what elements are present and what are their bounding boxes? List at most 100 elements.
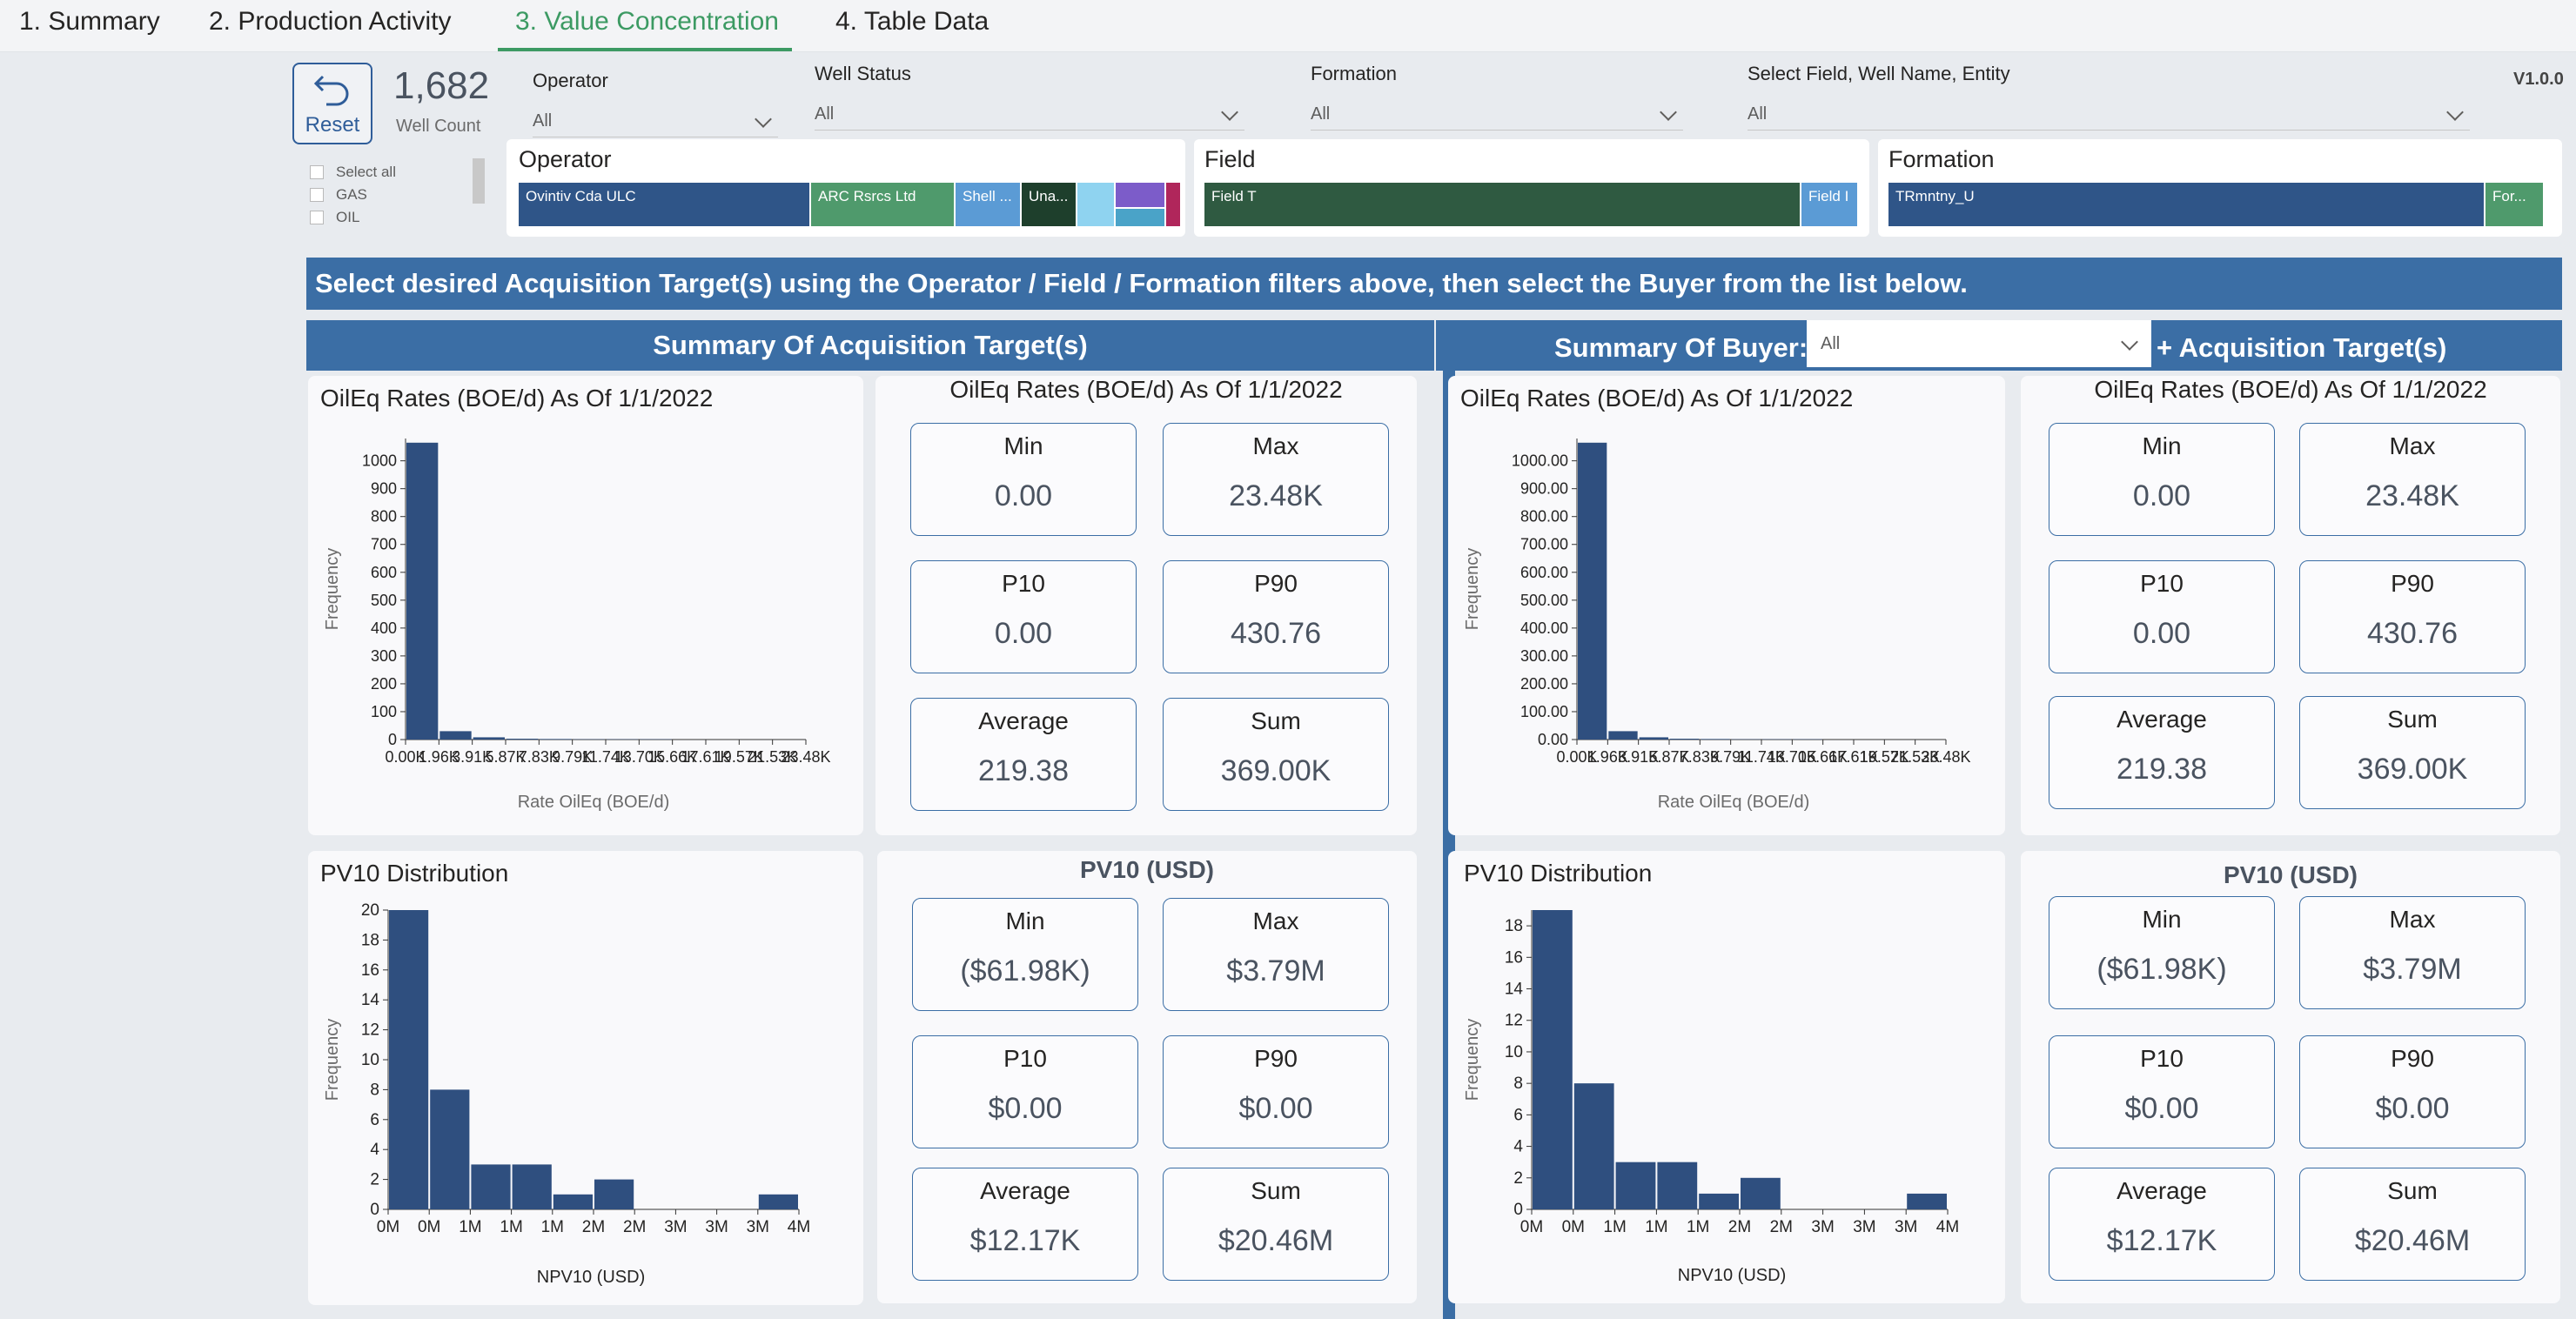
treemap-segment-other-2[interactable]	[1116, 183, 1164, 207]
y-tick-label: 2	[1513, 1169, 1523, 1188]
treemap-segment-field-t[interactable]: Field T	[1204, 183, 1800, 226]
buyer-header-suffix: + Acquisition Target(s)	[2157, 332, 2447, 363]
treemap-segment-field-i[interactable]: Field I	[1801, 183, 1857, 226]
stat-label: Max	[2389, 906, 2436, 933]
y-tick-label: 0	[388, 731, 397, 748]
checkbox-oil[interactable]: OIL	[310, 209, 359, 226]
histogram-bar	[553, 1194, 593, 1209]
stat-value: 430.76	[1231, 617, 1321, 650]
stat-label: Average	[978, 707, 1069, 734]
stat-label: Min	[2142, 432, 2182, 459]
stat-label: Max	[2389, 432, 2436, 459]
right-pv10-chart-card: PV10 Distribution 0 2 4 6 8 10 12 14 16 18 0M 0M 1M 1…	[1448, 851, 2005, 1303]
tab-value-concentration[interactable]: 3. Value Concentration	[515, 7, 779, 36]
stat-label: P90	[1254, 1045, 1298, 1072]
x-tick-label: 17.61K	[1828, 748, 1878, 766]
stat-label: P10	[1002, 570, 1045, 597]
checkbox-icon	[310, 165, 324, 179]
stat-sum: Sum 369.00K	[2299, 696, 2526, 809]
stat-label: Min	[1005, 907, 1045, 934]
treemap-segment-shell[interactable]: Shell ...	[956, 183, 1020, 226]
selected-value: All	[533, 111, 553, 131]
well-status-filter-label: Well Status	[815, 63, 911, 84]
x-tick-label: 1M	[1687, 1218, 1709, 1236]
stat-value: $3.79M	[1226, 954, 1325, 988]
histogram-bar	[1615, 1162, 1656, 1209]
histogram-bar	[1670, 739, 1700, 740]
list-scrollbar[interactable]	[473, 158, 485, 204]
x-tick-label: 2M	[1770, 1218, 1793, 1236]
treemap-segment-ovintiv[interactable]: Ovintiv Cda ULC	[519, 183, 809, 226]
operator-filter-select[interactable]: All	[533, 106, 778, 137]
y-tick-label: 900.00	[1520, 480, 1568, 498]
stat-min: Min 0.00	[2049, 423, 2275, 536]
stat-sum: Sum $20.46M	[2299, 1168, 2526, 1281]
stat-value: $3.79M	[2363, 953, 2462, 986]
right-oileq-chart-card: OilEq Rates (BOE/d) As Of 1/1/2022 0.00 1…	[1448, 376, 2005, 835]
x-tick-label: 1M	[541, 1218, 564, 1236]
x-axis-label: Rate OilEq (BOE/d)	[1658, 793, 1810, 812]
checkbox-gas[interactable]: GAS	[310, 186, 367, 204]
x-tick-label: 3M	[705, 1218, 728, 1236]
histogram-bar	[1573, 1083, 1614, 1209]
x-tick-label: 21.53K	[748, 748, 797, 766]
reset-button[interactable]: Reset	[292, 63, 372, 144]
pv10-histogram: 0 2 4 6 8 10 12 14 16 18 0M 0M 1M 1M 1M 2M 2M 3M 3M 3M 4M NPV…	[1463, 910, 1959, 1285]
stat-label: P90	[1254, 570, 1298, 597]
pv10-histogram: 0 2 4 6 8 10 12 14 16 18 20 0M 0M 1M 1M 1M 2M 2M 3M 3M 3M 4M N…	[323, 901, 810, 1287]
x-tick-label: 23.48K	[1921, 748, 1970, 766]
x-tick-label: 5.87K	[1648, 748, 1689, 766]
treemap-segment-trmntny[interactable]: TRmntny_U	[1888, 183, 2484, 226]
x-tick-label: 11.74K	[581, 748, 630, 766]
y-axis-label: Frequency	[1463, 1019, 1482, 1101]
chevron-down-icon	[2446, 104, 2464, 121]
x-tick-label: 15.66K	[1798, 748, 1848, 766]
buyer-select[interactable]: All	[1807, 320, 2151, 367]
field-select-dropdown[interactable]: All	[1748, 99, 2470, 131]
segment-label: TRmntny_U	[1895, 188, 1975, 204]
treemap-segment-other-1[interactable]	[1077, 183, 1114, 226]
treemap-segment-una[interactable]: Una...	[1022, 183, 1076, 226]
stat-max: Max 23.48K	[2299, 423, 2526, 536]
well-status-filter-select[interactable]: All	[815, 99, 1244, 131]
tab-summary[interactable]: 1. Summary	[19, 7, 160, 36]
checkbox-select-all[interactable]: Select all	[310, 164, 396, 181]
x-tick-label: 0M	[418, 1218, 440, 1236]
x-tick-label: 9.79K	[552, 748, 593, 766]
stat-p90: P90 430.76	[1163, 560, 1389, 673]
segment-label: For...	[2492, 188, 2526, 204]
treemap-segment-other-4[interactable]	[1166, 183, 1180, 226]
tab-table-data[interactable]: 4. Table Data	[835, 7, 989, 36]
y-tick-label: 200.00	[1520, 675, 1568, 693]
right-pv10-stats-card: PV10 (USD) Min ($61.98K) Max $3.79M P10 $0.…	[2021, 851, 2560, 1303]
field-treemap-title: Field	[1204, 146, 1256, 172]
y-tick-label: 16	[361, 961, 379, 980]
stat-value: 0.00	[994, 479, 1053, 512]
chart-title: OilEq Rates (BOE/d) As Of 1/1/2022	[1460, 385, 1854, 412]
chevron-down-icon	[2121, 333, 2138, 351]
tab-production-activity[interactable]: 2. Production Activity	[209, 7, 452, 36]
treemap-segment-arc[interactable]: ARC Rsrcs Ltd	[811, 183, 954, 226]
y-tick-label: 300.00	[1520, 647, 1568, 665]
x-tick-label: 7.83K	[519, 748, 560, 766]
histogram-bar	[506, 739, 539, 740]
y-tick-label: 2	[370, 1171, 379, 1189]
x-tick-label: 3M	[1811, 1218, 1834, 1236]
segment-label: Ovintiv Cda ULC	[526, 188, 636, 204]
stat-label: Sum	[2387, 1177, 2438, 1204]
stat-label: P10	[2140, 1045, 2184, 1072]
x-tick-label: 13.70K	[1768, 748, 1817, 766]
stat-p90: P90 $0.00	[2299, 1035, 2526, 1148]
histogram-bar	[473, 737, 505, 740]
instruction-banner: Select desired Acquisition Target(s) usi…	[306, 258, 2562, 310]
histogram-bar	[1578, 442, 1607, 740]
segment-label: Field T	[1211, 188, 1257, 204]
treemap-segment-other-3[interactable]	[1116, 209, 1164, 226]
y-axis-label: Frequency	[323, 1019, 342, 1101]
left-summary-header: Summary Of Acquisition Target(s)	[306, 320, 1434, 371]
y-tick-label: 6	[370, 1111, 379, 1129]
formation-filter-select[interactable]: All	[1311, 99, 1683, 131]
treemap-segment-formation-other[interactable]: For...	[2485, 183, 2543, 226]
histogram-bar	[406, 442, 439, 740]
stat-value: $0.00	[2375, 1092, 2450, 1125]
